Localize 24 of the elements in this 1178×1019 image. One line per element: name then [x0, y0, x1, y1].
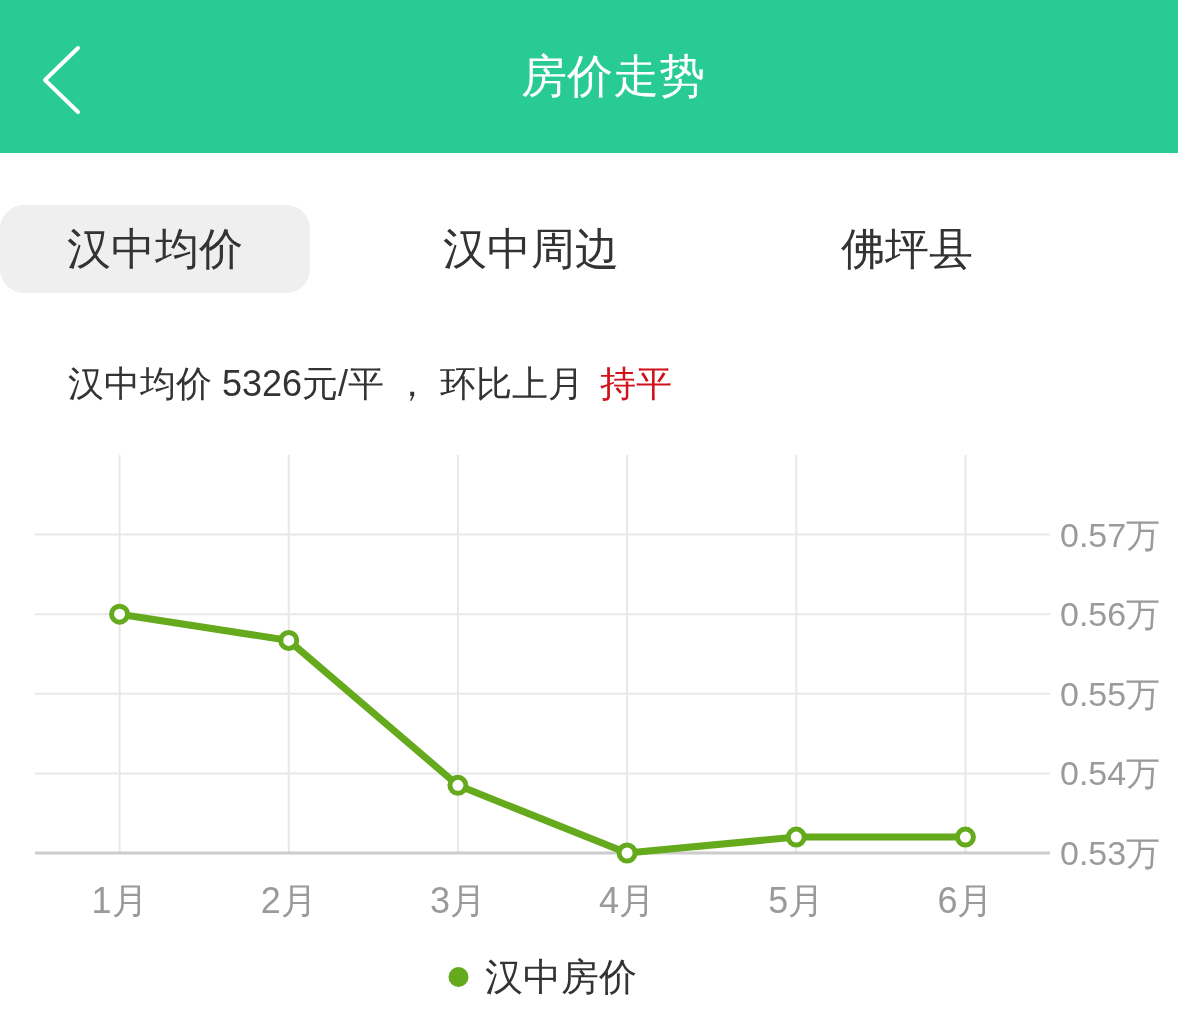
x-tick-label: 4月 [599, 879, 656, 921]
point [278, 629, 300, 651]
text: 持平 [600, 362, 673, 404]
x-tick-label: 6月 [937, 879, 994, 921]
x-tick-label: 1月 [91, 879, 148, 921]
y-tick-label: 0.57万 [1060, 515, 1161, 554]
x-tick-label: 5月 [768, 879, 825, 921]
y-tick-label: 0.54万 [1060, 754, 1161, 793]
point [447, 774, 469, 796]
chart-title: 房价走势 [521, 50, 705, 102]
text: 佛坪县 [841, 223, 973, 273]
y-tick-label: 0.56万 [1060, 595, 1161, 634]
text: 汉中周边 [443, 223, 619, 273]
y-tick-label: 0.55万 [1060, 674, 1161, 713]
point [785, 826, 807, 848]
legend-label: 汉中房价 [484, 956, 637, 998]
x-tick-label: 3月 [429, 879, 486, 921]
text: 汉中均价 [67, 223, 243, 273]
x-tick-label: 2月 [260, 879, 317, 921]
point [954, 826, 976, 848]
y-tick-label: 0.53万 [1060, 834, 1161, 872]
chart-subtitle: 汉中均价 5326元/平 ， 环比上月 [68, 362, 585, 404]
point [616, 842, 638, 864]
point [109, 603, 131, 625]
